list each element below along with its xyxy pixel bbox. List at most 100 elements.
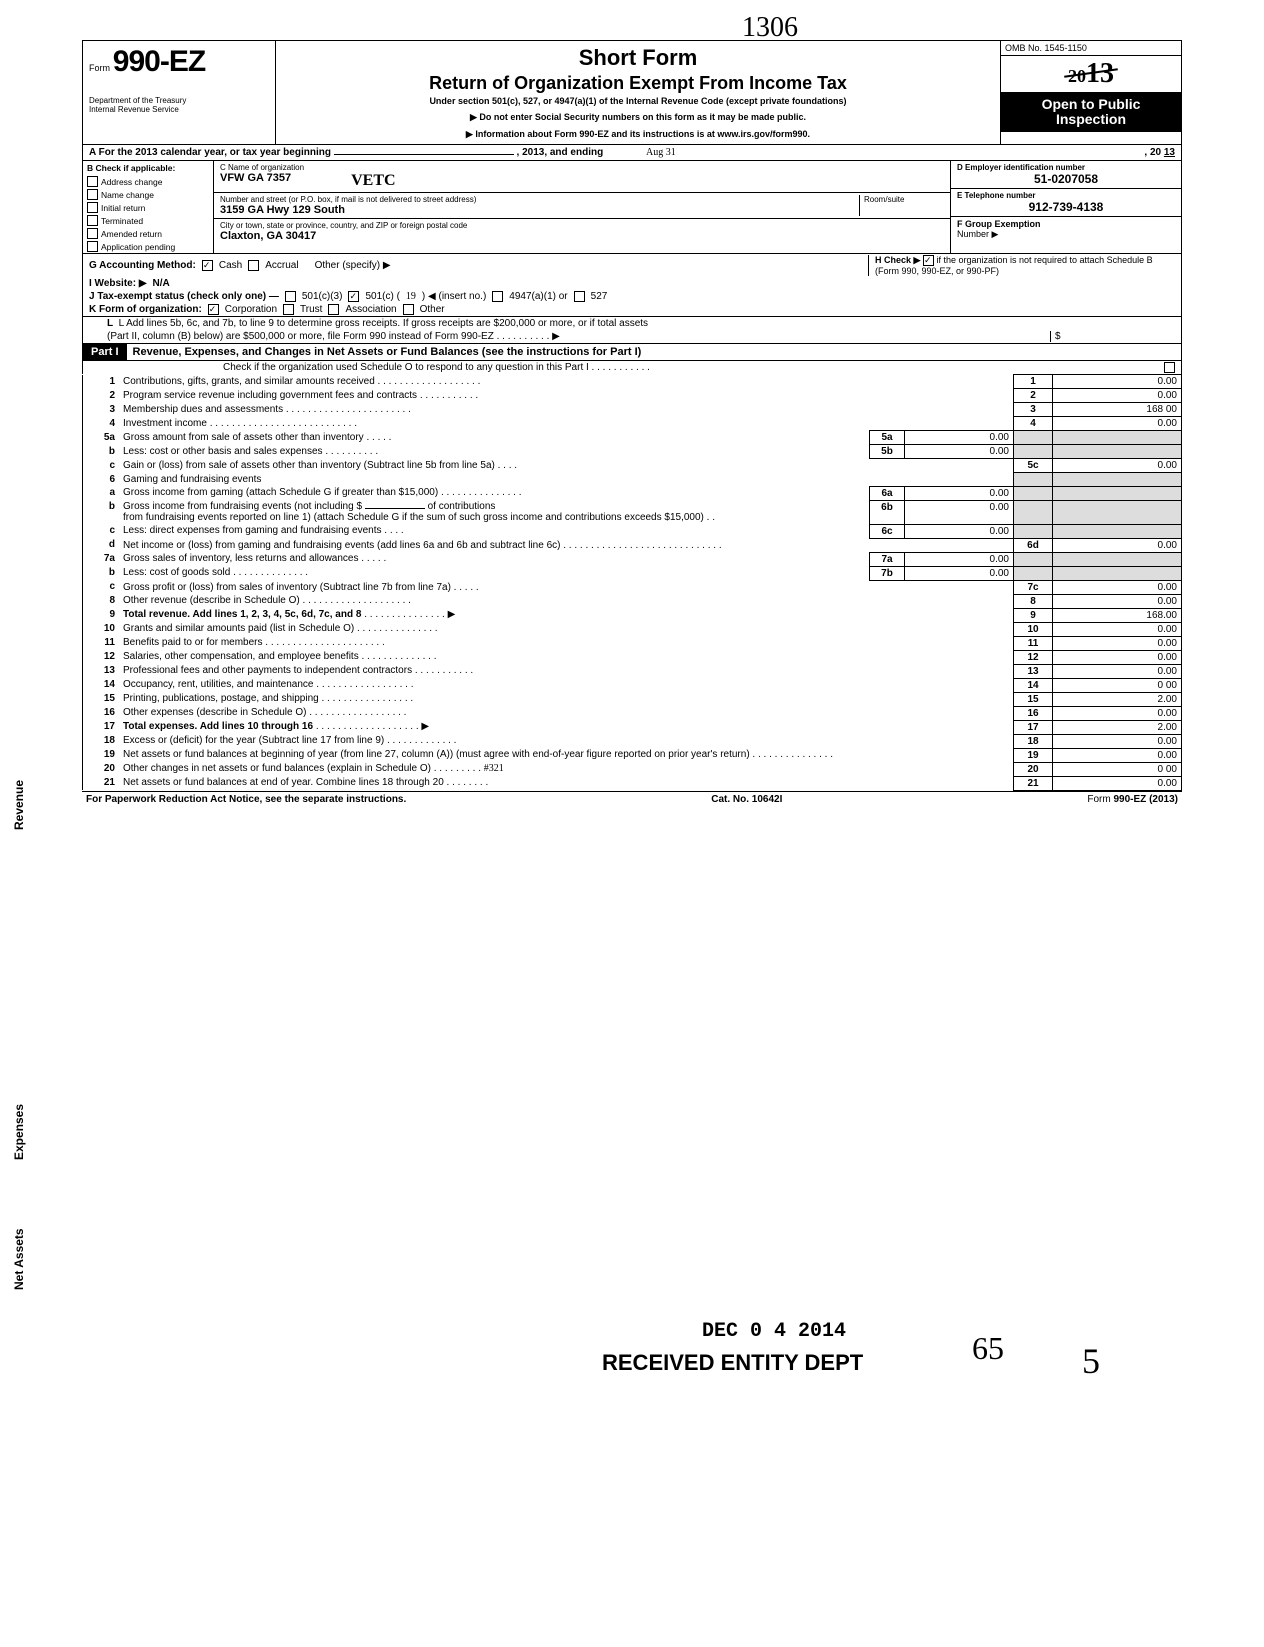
- line-7b: bLess: cost of goods sold . . . . . . . …: [83, 566, 1182, 580]
- row-i: I Website: ▶ N/A: [82, 277, 1182, 290]
- tax-year: 20201313: [1068, 58, 1114, 89]
- section-expenses: Expenses: [12, 1104, 26, 1160]
- chk-527[interactable]: [574, 291, 585, 302]
- chk-amended[interactable]: Amended return: [83, 227, 213, 240]
- form-header: Form 990-EZ Department of the Treasury I…: [82, 40, 1182, 144]
- chk-cash[interactable]: [202, 260, 213, 271]
- chk-terminated[interactable]: Terminated: [83, 214, 213, 227]
- chk-h[interactable]: [923, 255, 934, 266]
- part1-label: Part I: [83, 344, 127, 360]
- chk-assoc[interactable]: [328, 304, 339, 315]
- row-j: J Tax-exempt status (check only one) — 5…: [82, 290, 1182, 303]
- line-20: 20Other changes in net assets or fund ba…: [83, 762, 1182, 776]
- chk-accrual[interactable]: [248, 260, 259, 271]
- b-header: B Check if applicable:: [83, 161, 213, 175]
- ein-value: 51-0207058: [957, 172, 1175, 186]
- org-name: VFW GA 7357: [220, 172, 291, 190]
- omb-number: OMB No. 1545-1150: [1001, 41, 1181, 56]
- line-8: 8Other revenue (describe in Schedule O) …: [83, 594, 1182, 608]
- room-label: Room/suite: [859, 195, 944, 216]
- city-state-zip: Claxton, GA 30417: [220, 230, 944, 242]
- side-hand-57: 57401S: [0, 1245, 3, 1300]
- dept-line2: Internal Revenue Service: [89, 106, 269, 115]
- entity-info-grid: B Check if applicable: Address change Na…: [82, 160, 1182, 254]
- row-k: K Form of organization: Corporation Trus…: [82, 303, 1182, 317]
- d-label: D Employer identification number: [957, 163, 1175, 172]
- chk-sched-o[interactable]: [1164, 362, 1175, 373]
- section-revenue: Revenue: [12, 780, 26, 830]
- chk-501c[interactable]: [348, 291, 359, 302]
- end-month-hand: Aug 31: [646, 147, 676, 158]
- chk-4947[interactable]: [492, 291, 503, 302]
- chk-corp[interactable]: [208, 304, 219, 315]
- line-14: 14Occupancy, rent, utilities, and mainte…: [83, 678, 1182, 692]
- return-title: Return of Organization Exempt From Incom…: [284, 73, 992, 94]
- line-6b: bGross income from fundraising events (n…: [83, 500, 1182, 524]
- received-stamp: RECEIVED ENTITY DEPT: [602, 1350, 863, 1376]
- short-form-title: Short Form: [284, 45, 992, 71]
- addr-label: Number and street (or P.O. box, if mail …: [220, 195, 859, 204]
- line-10: 10Grants and similar amounts paid (list …: [83, 622, 1182, 636]
- row-l-2: (Part II, column (B) below) are $500,000…: [82, 330, 1182, 344]
- line-18: 18Excess or (deficit) for the year (Subt…: [83, 734, 1182, 748]
- phone-value: 912-739-4138: [957, 200, 1175, 214]
- row-g: G Accounting Method: Cash Accrual Other …: [82, 254, 1182, 277]
- line-3: 3Membership dues and assessments . . . .…: [83, 403, 1182, 417]
- subtitle: Under section 501(c), 527, or 4947(a)(1)…: [284, 96, 992, 106]
- form-number: 990-EZ: [113, 45, 205, 78]
- line-1: 1Contributions, gifts, grants, and simil…: [83, 375, 1182, 389]
- part1-check-o: Check if the organization used Schedule …: [82, 361, 1182, 374]
- chk-address-change[interactable]: Address change: [83, 175, 213, 188]
- line-5a: 5aGross amount from sale of assets other…: [83, 431, 1182, 445]
- line-2: 2Program service revenue including gover…: [83, 389, 1182, 403]
- line-5b: bLess: cost or other basis and sales exp…: [83, 445, 1182, 459]
- line-6a: aGross income from gaming (attach Schedu…: [83, 486, 1182, 500]
- part1-header-row: Part I Revenue, Expenses, and Changes in…: [82, 344, 1182, 361]
- part1-title: Revenue, Expenses, and Changes in Net As…: [127, 344, 1181, 360]
- f-label2: Number ▶: [957, 229, 998, 239]
- line-6d: dNet income or (loss) from gaming and fu…: [83, 538, 1182, 552]
- handwritten-top-number: 1306: [742, 12, 798, 44]
- line-12: 12Salaries, other compensation, and empl…: [83, 650, 1182, 664]
- e-label: E Telephone number: [957, 191, 1175, 200]
- row-a: A For the 2013 calendar year, or tax yea…: [82, 144, 1182, 160]
- line-6: 6Gaming and fundraising events: [83, 473, 1182, 487]
- chk-other[interactable]: [403, 304, 414, 315]
- row-l-1: L L Add lines 5b, 6c, and 7b, to line 9 …: [82, 317, 1182, 330]
- line-15: 15Printing, publications, postage, and s…: [83, 692, 1182, 706]
- info-line: ▶ Information about Form 990-EZ and its …: [284, 129, 992, 140]
- chk-name-change[interactable]: Name change: [83, 188, 213, 201]
- line-21: 21Net assets or fund balances at end of …: [83, 776, 1182, 790]
- lines-table: 1Contributions, gifts, grants, and simil…: [82, 374, 1182, 791]
- website-value: N/A: [153, 278, 170, 289]
- line-13: 13Professional fees and other payments t…: [83, 664, 1182, 678]
- chk-app-pending[interactable]: Application pending: [83, 240, 213, 253]
- line-6c: cLess: direct expenses from gaming and f…: [83, 524, 1182, 538]
- chk-501c3[interactable]: [285, 291, 296, 302]
- form-word: Form: [89, 63, 110, 73]
- line-7a: 7aGross sales of inventory, less returns…: [83, 552, 1182, 566]
- line-9: 9Total revenue. Add lines 1, 2, 3, 4, 5c…: [83, 608, 1182, 622]
- line-11: 11Benefits paid to or for members . . . …: [83, 636, 1182, 650]
- f-label: F Group Exemption: [957, 219, 1041, 229]
- hand-65: 65: [972, 1330, 1004, 1367]
- line-17: 17Total expenses. Add lines 10 through 1…: [83, 720, 1182, 734]
- footer: For Paperwork Reduction Act Notice, see …: [82, 791, 1182, 807]
- street-address: 3159 GA Hwy 129 South: [220, 204, 859, 216]
- line-7c: cGross profit or (loss) from sales of in…: [83, 580, 1182, 594]
- line-4: 4Investment income . . . . . . . . . . .…: [83, 417, 1182, 431]
- org-hand: VETC: [351, 172, 395, 190]
- hand-5: 5: [1082, 1340, 1100, 1382]
- open-public-2: Inspection: [1003, 112, 1179, 127]
- chk-initial-return[interactable]: Initial return: [83, 201, 213, 214]
- line-5c: cGain or (loss) from sale of assets othe…: [83, 459, 1182, 473]
- open-public-1: Open to Public: [1003, 97, 1179, 112]
- line-16: 16Other expenses (describe in Schedule O…: [83, 706, 1182, 720]
- section-net-assets: Net Assets: [12, 1228, 26, 1290]
- ssn-warning: ▶ Do not enter Social Security numbers o…: [284, 112, 992, 123]
- c-label: C Name of organization: [220, 163, 944, 172]
- chk-trust[interactable]: [283, 304, 294, 315]
- dec04-stamp: DEC 0 4 2014: [702, 1320, 846, 1343]
- city-label: City or town, state or province, country…: [220, 221, 944, 230]
- line-19: 19Net assets or fund balances at beginni…: [83, 748, 1182, 762]
